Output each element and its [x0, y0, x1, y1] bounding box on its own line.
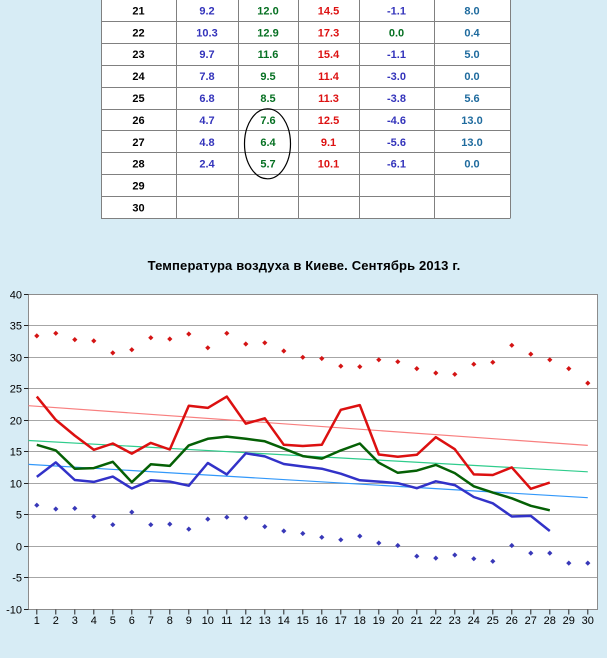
- svg-text:6.4: 6.4: [260, 137, 276, 149]
- svg-text:0.4: 0.4: [464, 27, 480, 39]
- svg-text:Температура воздуха в Киеве. С: Температура воздуха в Киеве. Сентябрь 20…: [148, 258, 461, 273]
- svg-text:10: 10: [10, 479, 22, 491]
- svg-text:20: 20: [10, 416, 22, 428]
- svg-text:21: 21: [132, 5, 144, 17]
- svg-text:9.5: 9.5: [260, 71, 275, 83]
- svg-text:18: 18: [354, 615, 366, 627]
- svg-text:6.8: 6.8: [199, 93, 214, 105]
- svg-text:11.6: 11.6: [258, 49, 279, 61]
- svg-text:-1.1: -1.1: [387, 49, 406, 61]
- svg-text:10.3: 10.3: [196, 27, 217, 39]
- svg-text:13.0: 13.0: [461, 137, 482, 149]
- svg-text:5.7: 5.7: [260, 159, 275, 171]
- svg-text:0.0: 0.0: [389, 27, 404, 39]
- svg-text:-10: -10: [6, 605, 22, 617]
- svg-text:7.8: 7.8: [199, 71, 214, 83]
- svg-text:22: 22: [132, 27, 144, 39]
- svg-text:11.4: 11.4: [318, 71, 340, 83]
- svg-text:15: 15: [297, 615, 309, 627]
- svg-text:30: 30: [10, 353, 22, 365]
- svg-text:5.6: 5.6: [464, 93, 479, 105]
- svg-text:40: 40: [10, 290, 22, 302]
- svg-text:12: 12: [240, 615, 252, 627]
- svg-text:22: 22: [430, 615, 442, 627]
- svg-text:0: 0: [16, 542, 22, 554]
- svg-text:26: 26: [506, 615, 518, 627]
- svg-text:11: 11: [221, 615, 232, 627]
- svg-text:16: 16: [316, 615, 328, 627]
- svg-text:19: 19: [373, 615, 385, 627]
- svg-text:1: 1: [34, 615, 40, 627]
- svg-text:0.0: 0.0: [464, 71, 479, 83]
- svg-text:12.0: 12.0: [257, 5, 278, 17]
- svg-text:25: 25: [487, 615, 499, 627]
- svg-text:10: 10: [202, 615, 214, 627]
- svg-text:-5: -5: [12, 573, 22, 585]
- svg-text:12.9: 12.9: [257, 27, 278, 39]
- svg-text:8: 8: [167, 615, 173, 627]
- svg-text:29: 29: [132, 181, 144, 193]
- svg-text:-1.1: -1.1: [387, 5, 406, 17]
- svg-text:4: 4: [91, 615, 97, 627]
- svg-text:3: 3: [72, 615, 78, 627]
- svg-text:7: 7: [148, 615, 154, 627]
- svg-text:20: 20: [392, 615, 404, 627]
- svg-text:26: 26: [132, 115, 144, 127]
- svg-text:-3.8: -3.8: [387, 93, 406, 105]
- svg-text:8.5: 8.5: [260, 93, 275, 105]
- svg-text:17.3: 17.3: [318, 27, 339, 39]
- svg-text:30: 30: [132, 203, 144, 215]
- svg-text:15: 15: [10, 447, 22, 459]
- svg-text:-4.6: -4.6: [387, 115, 406, 127]
- svg-text:11.3: 11.3: [318, 93, 339, 105]
- svg-text:25: 25: [132, 93, 144, 105]
- svg-text:8.0: 8.0: [464, 5, 479, 17]
- svg-text:9: 9: [186, 615, 192, 627]
- svg-text:5: 5: [110, 615, 116, 627]
- svg-text:21: 21: [411, 615, 423, 627]
- svg-text:0.0: 0.0: [464, 159, 479, 171]
- svg-text:23: 23: [449, 615, 461, 627]
- svg-text:6: 6: [129, 615, 135, 627]
- svg-text:24: 24: [132, 71, 145, 83]
- svg-text:4.8: 4.8: [199, 137, 214, 149]
- svg-text:10.1: 10.1: [318, 159, 339, 171]
- svg-text:27: 27: [132, 137, 144, 149]
- svg-text:27: 27: [525, 615, 537, 627]
- svg-text:13.0: 13.0: [461, 115, 482, 127]
- svg-text:12.5: 12.5: [318, 115, 339, 127]
- svg-text:9.1: 9.1: [321, 137, 336, 149]
- svg-text:24: 24: [468, 615, 480, 627]
- svg-text:-3.0: -3.0: [387, 71, 406, 83]
- svg-text:5: 5: [16, 510, 22, 522]
- svg-text:9.2: 9.2: [199, 5, 214, 17]
- svg-text:29: 29: [563, 615, 575, 627]
- svg-text:9.7: 9.7: [199, 49, 214, 61]
- svg-text:35: 35: [10, 321, 22, 333]
- svg-text:28: 28: [544, 615, 556, 627]
- svg-text:23: 23: [132, 49, 144, 61]
- svg-text:7.6: 7.6: [260, 115, 275, 127]
- svg-text:-5.6: -5.6: [387, 137, 406, 149]
- svg-text:15.4: 15.4: [318, 49, 340, 61]
- svg-text:-6.1: -6.1: [387, 159, 406, 171]
- svg-text:14.5: 14.5: [318, 5, 339, 17]
- svg-text:2: 2: [53, 615, 59, 627]
- svg-text:5.0: 5.0: [464, 49, 479, 61]
- svg-text:30: 30: [582, 615, 594, 627]
- svg-text:13: 13: [259, 615, 271, 627]
- svg-text:2.4: 2.4: [199, 159, 215, 171]
- svg-text:14: 14: [278, 615, 290, 627]
- svg-text:17: 17: [335, 615, 347, 627]
- svg-text:25: 25: [10, 384, 22, 396]
- svg-text:28: 28: [132, 159, 144, 171]
- svg-text:4.7: 4.7: [199, 115, 214, 127]
